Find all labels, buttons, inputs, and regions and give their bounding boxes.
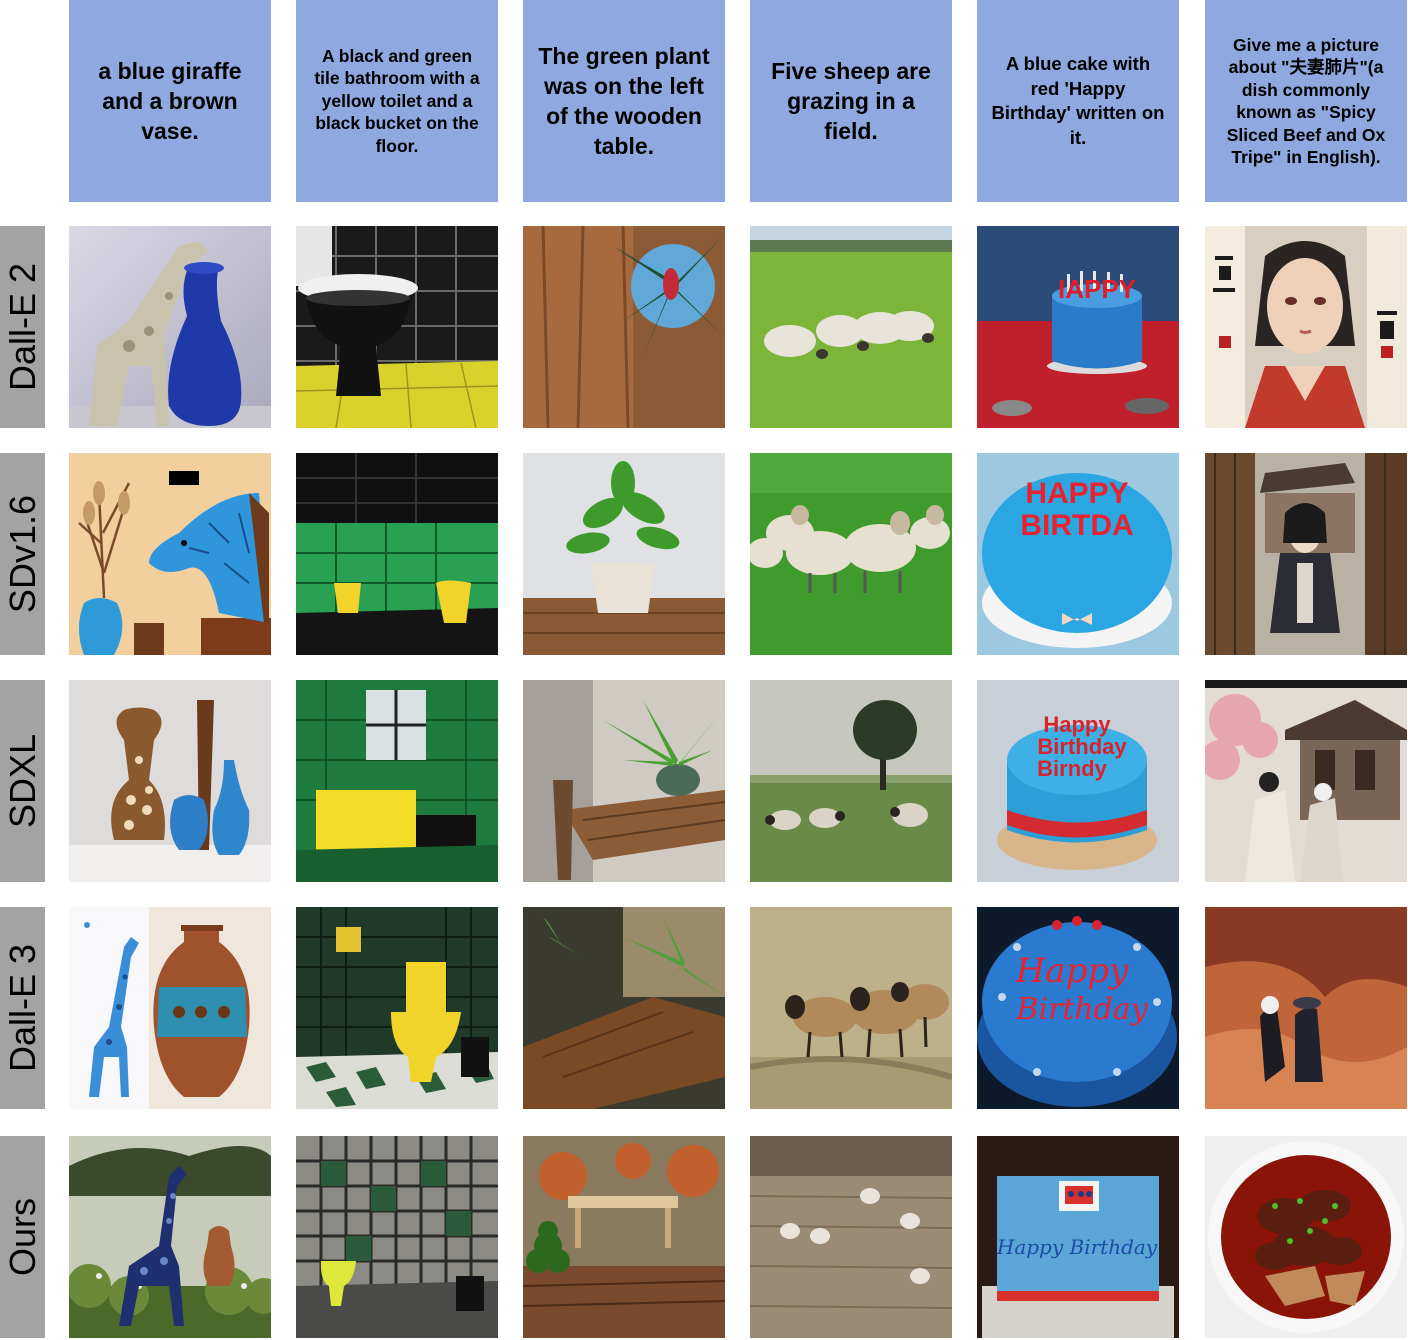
- model-label-dalle3: Dall-E 3: [0, 907, 45, 1109]
- cake-text: Birthday: [1037, 734, 1127, 759]
- image-ours-cake: Happy Birthday: [977, 1136, 1179, 1338]
- cake-text: BIRTDA: [1020, 509, 1133, 542]
- image-dalle3-sheep: [750, 907, 952, 1109]
- cake-text: Happy: [1043, 712, 1111, 737]
- image-sd16-plant: [523, 453, 725, 655]
- image-ours-giraffe: [69, 1136, 271, 1338]
- image-sdxl-bathroom: [296, 680, 498, 882]
- model-label-sdv16: SDv1.6: [0, 453, 45, 655]
- image-dalle3-bathroom: [296, 907, 498, 1109]
- prompt-header-2: A black and green tile bathroom with a y…: [296, 0, 498, 202]
- cake-text: HAPPY: [1025, 477, 1128, 510]
- image-sd16-anime: [1205, 453, 1407, 655]
- model-label-text: Dall-E 2: [1, 262, 43, 392]
- model-label-sdxl: SDXL: [0, 680, 45, 882]
- cake-text: Birndy: [1037, 756, 1107, 781]
- prompt-header-5: A blue cake with red 'Happy Birthday' wr…: [977, 0, 1179, 202]
- prompt-text: Five sheep are grazing in a field.: [771, 58, 931, 144]
- image-dalle3-cake: Happy Birthday: [977, 907, 1179, 1109]
- image-dalle3-plant: [523, 907, 725, 1109]
- cake-text: Happy: [1015, 951, 1129, 991]
- model-label-text: Ours: [1, 1197, 43, 1276]
- prompt-text: a blue giraffe and a brown vase.: [98, 58, 242, 144]
- prompt-text: A black and green tile bathroom with a y…: [314, 45, 480, 156]
- model-label-text: SDXL: [1, 733, 43, 829]
- model-label-dalle2: Dall-E 2: [0, 226, 45, 428]
- prompt-header-4: Five sheep are grazing in a field.: [750, 0, 952, 202]
- image-sd16-cake: HAPPY BIRTDA: [977, 453, 1179, 655]
- model-label-text: SDv1.6: [1, 494, 43, 614]
- image-dalle2-bathroom: [296, 226, 498, 428]
- cake-text: Happy Birthday: [996, 1235, 1158, 1259]
- image-dalle3-giraffe: [69, 907, 271, 1109]
- model-label-text: Dall-E 3: [1, 943, 43, 1073]
- image-sd16-sheep: [750, 453, 952, 655]
- image-dalle2-cake: IAPPY: [977, 226, 1179, 428]
- image-dalle3-canyon: [1205, 907, 1407, 1109]
- image-sdxl-sheep: [750, 680, 952, 882]
- image-ours-bathroom: [296, 1136, 498, 1338]
- image-ours-plant: [523, 1136, 725, 1338]
- image-ours-dish: [1205, 1136, 1407, 1338]
- image-sdxl-cake: Happy Birthday Birndy: [977, 680, 1179, 882]
- image-sdxl-temple: [1205, 680, 1407, 882]
- prompt-header-6: Give me a picture about "夫妻肺片"(a dish co…: [1205, 0, 1407, 202]
- prompt-header-1: a blue giraffe and a brown vase.: [69, 0, 271, 202]
- image-sdxl-plant: [523, 680, 725, 882]
- image-ours-sheep: [750, 1136, 952, 1338]
- image-dalle2-anime: [1205, 226, 1407, 428]
- prompt-text: The green plant was on the left of the w…: [538, 43, 710, 159]
- image-dalle2-giraffe: [69, 226, 271, 428]
- image-sd16-bathroom: [296, 453, 498, 655]
- prompt-header-3: The green plant was on the left of the w…: [523, 0, 725, 202]
- image-sdxl-giraffe: [69, 680, 271, 882]
- image-sd16-giraffe: [69, 453, 271, 655]
- cake-text: Birthday: [1015, 992, 1148, 1027]
- model-label-ours: Ours: [0, 1136, 45, 1338]
- image-dalle2-sheep: [750, 226, 952, 428]
- prompt-text: A blue cake with red 'Happy Birthday' wr…: [991, 53, 1165, 148]
- prompt-text: Give me a picture about "夫妻肺片"(a dish co…: [1226, 34, 1386, 168]
- image-dalle2-plant: [523, 226, 725, 428]
- cake-text: IAPPY: [1058, 274, 1136, 304]
